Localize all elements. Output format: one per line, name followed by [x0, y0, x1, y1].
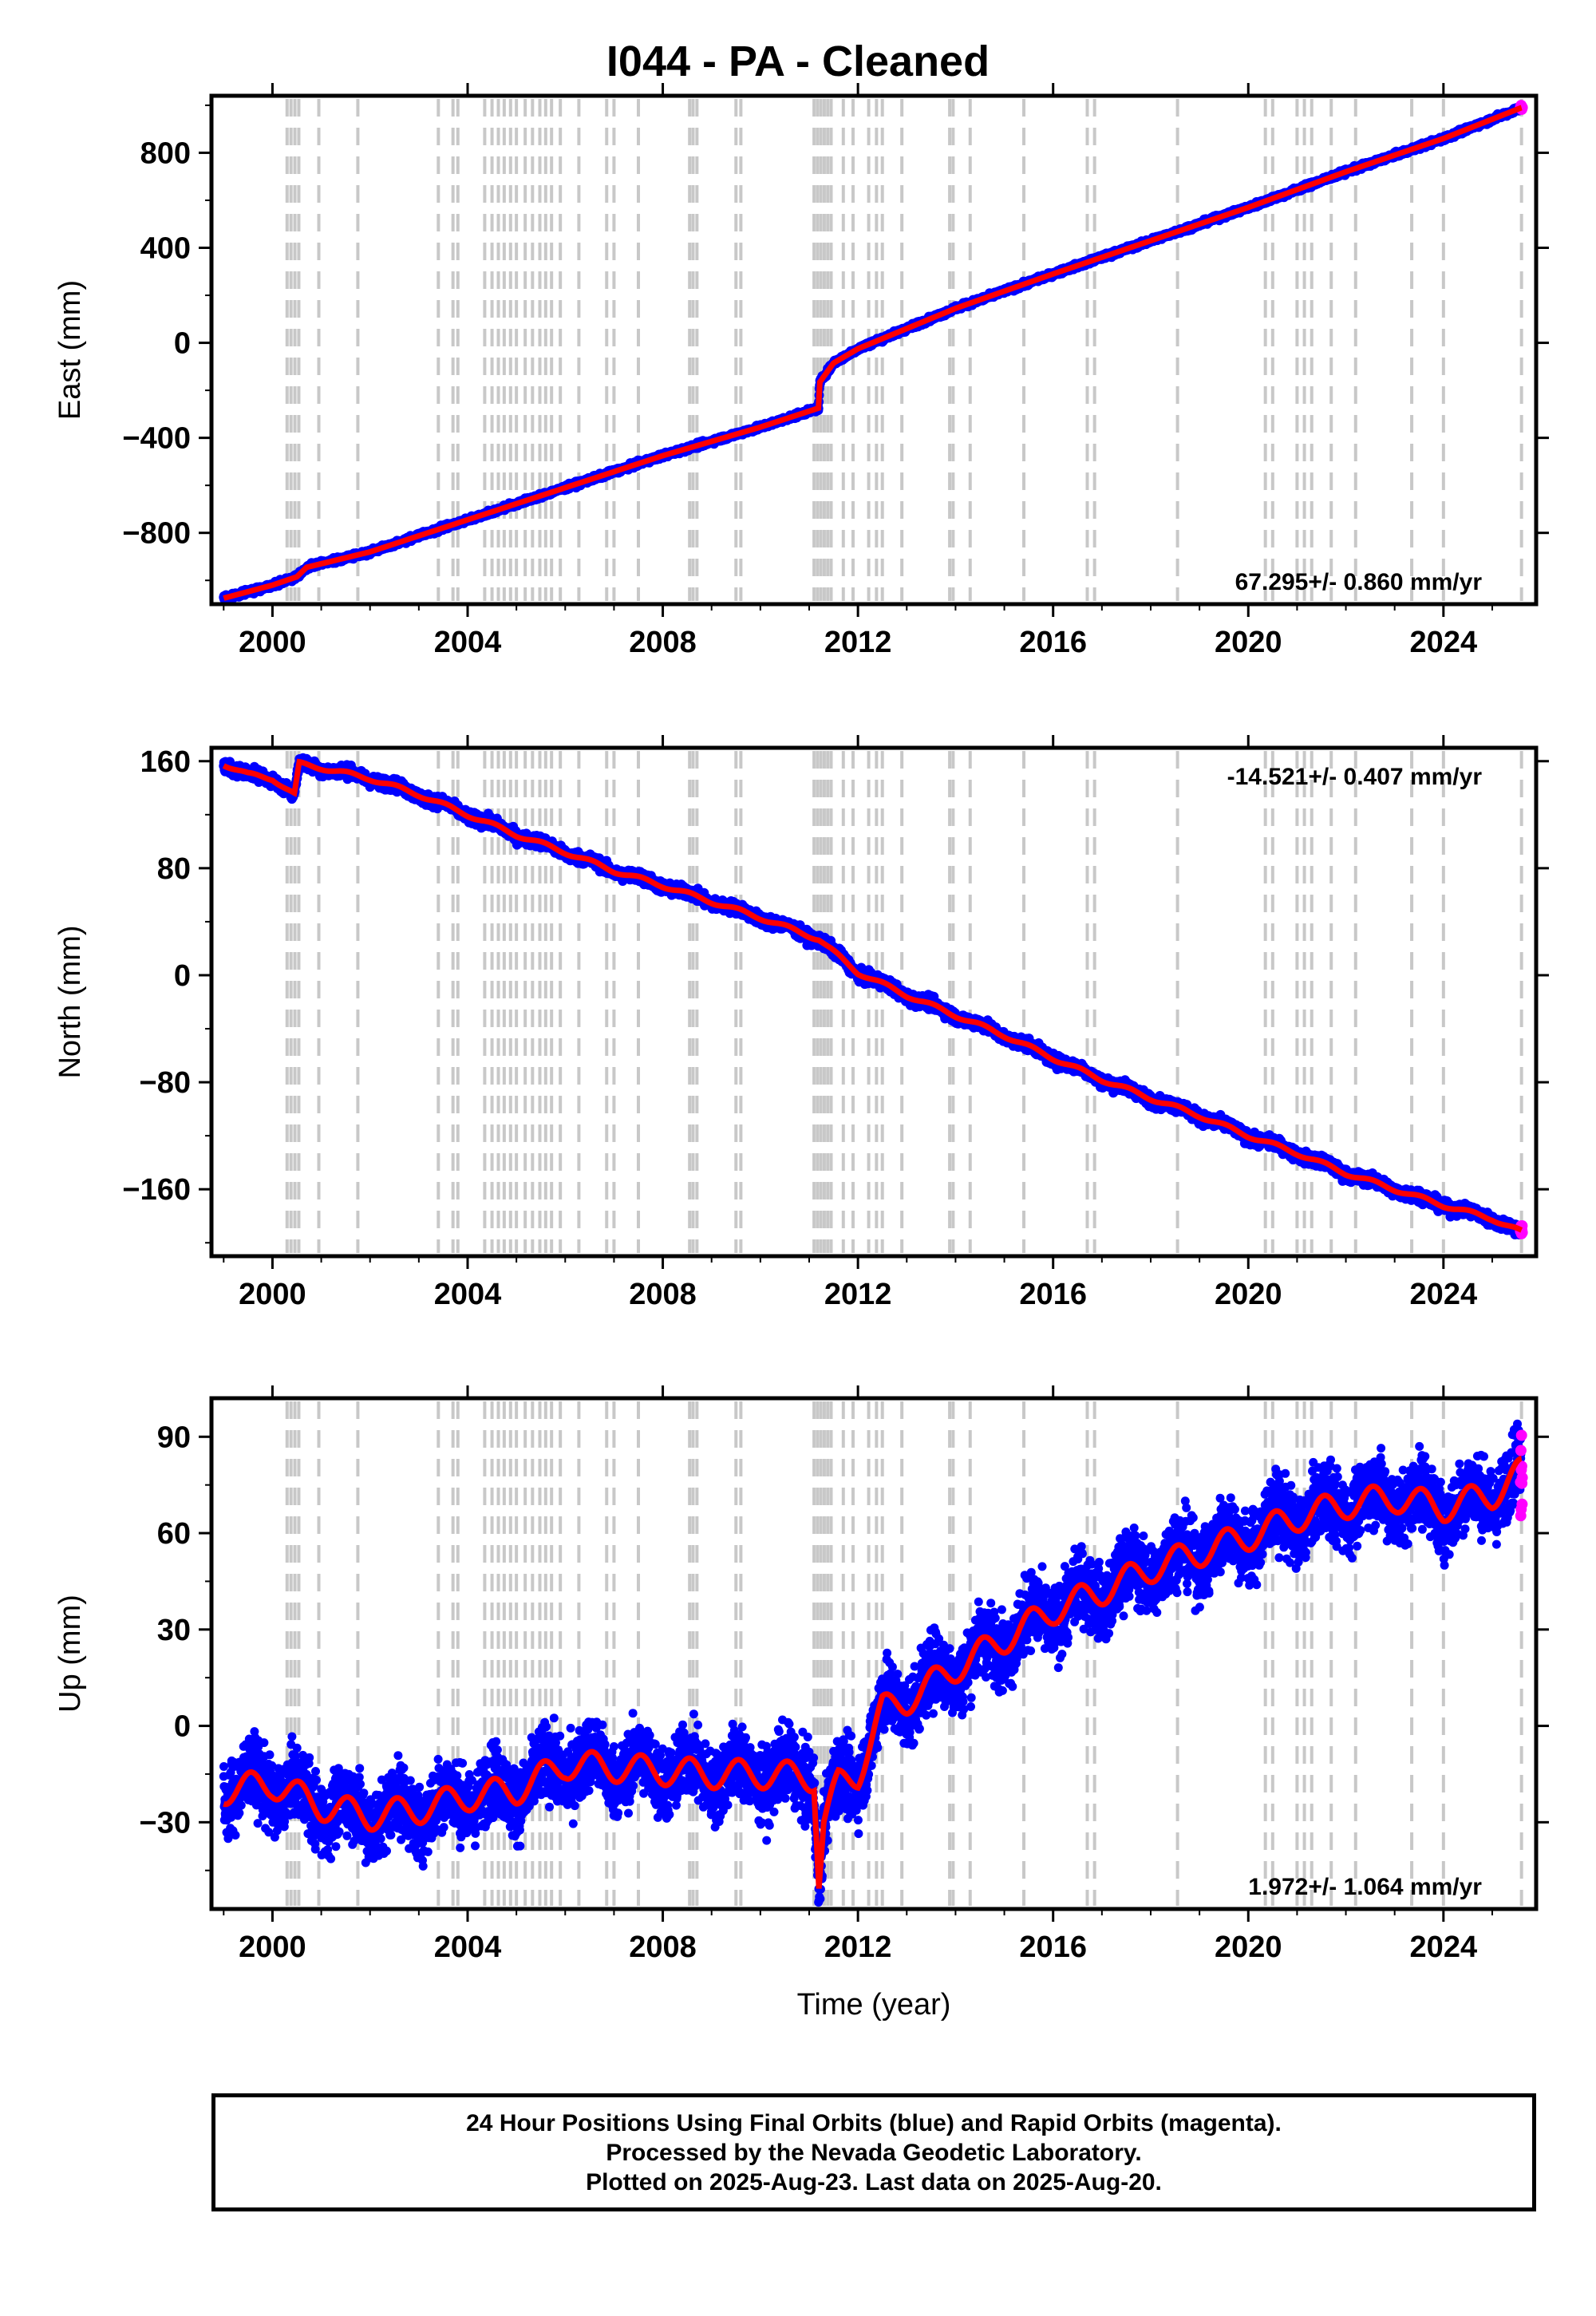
east-x-tick-label: 2000 [239, 626, 306, 659]
east-rate-label: 67.295+/- 0.860 mm/yr [1235, 569, 1483, 595]
east-y-tick-label: 400 [140, 232, 191, 266]
north-panel: 2000 2004 2008 2012 2016 2020 2024−160−8008016… [53, 735, 1549, 1311]
east-y-tick-label: 800 [140, 136, 191, 170]
east-event-lines [285, 99, 1523, 601]
east-panel: 2000 2004 2008 2012 2016 2020 2024 −800 −400 0 400… [53, 83, 1549, 659]
east-x-tick-label: 2004 [434, 626, 502, 659]
east-x-tick-label: 2012 [824, 626, 892, 659]
east-y-axis-label: East (mm) [53, 280, 87, 420]
east-y-tick-label: −800 [122, 517, 191, 551]
east-x-tick-label: 2008 [629, 626, 697, 659]
east-x-tick-label: 2024 [1410, 626, 1478, 659]
east-y-tick-label: 0 [174, 327, 191, 361]
page-title: I044 - PA - Cleaned [606, 38, 990, 85]
east-y-tick-label: −400 [122, 422, 191, 456]
east-x-tick-label: 2016 [1019, 626, 1087, 659]
east-x-tick-label: 2020 [1215, 626, 1282, 659]
east-model-line [223, 105, 1523, 601]
